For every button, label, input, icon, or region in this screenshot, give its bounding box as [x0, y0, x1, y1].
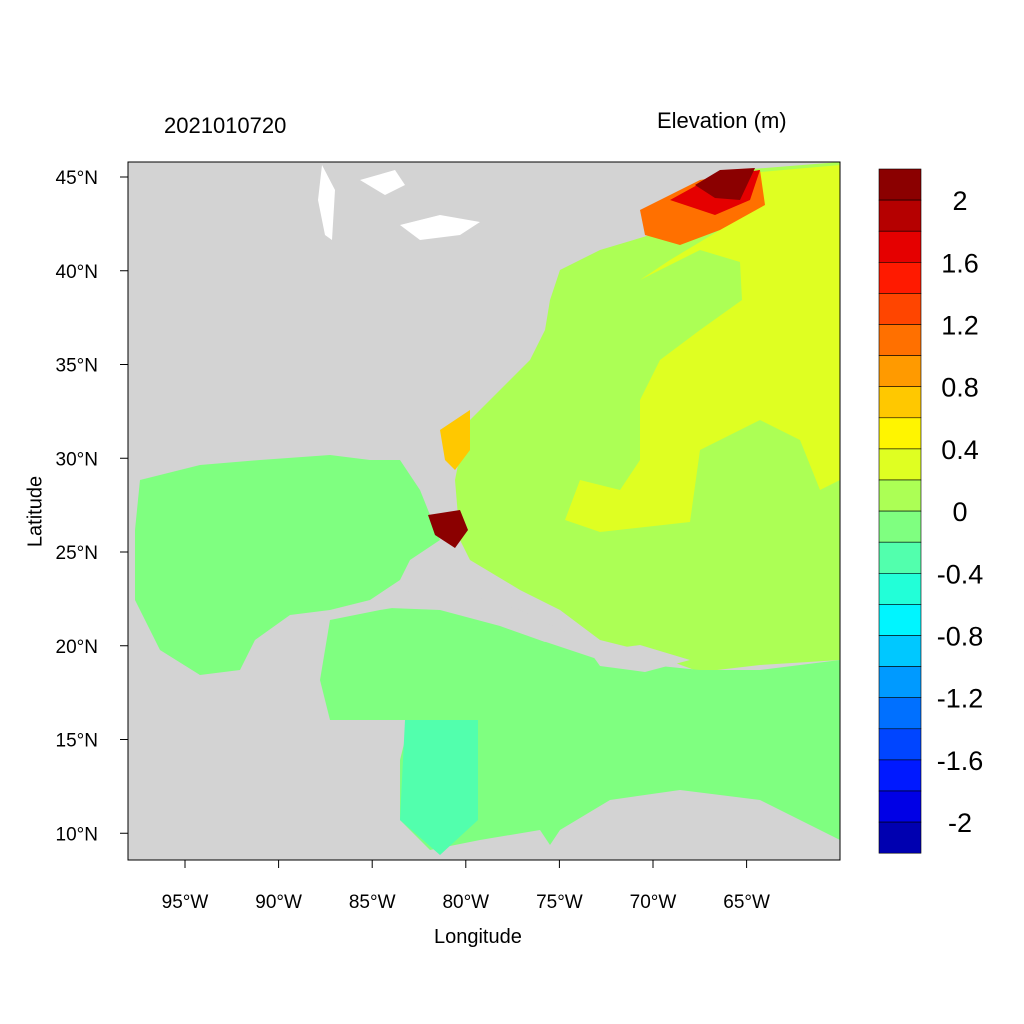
colorbar: 2 1.6 1.2 0.8 0.4 0 -0.4 -0.8 -1.2 -1.6 -2: [878, 168, 984, 854]
colorbar-swatch: [878, 572, 922, 605]
variable-title: Elevation (m): [657, 108, 787, 133]
colorbar-swatch: [878, 386, 922, 419]
colorbar-label: 0.4: [941, 435, 979, 465]
gulf-of-mexico-field: [135, 455, 440, 675]
colorbar-label: -2: [948, 808, 972, 838]
colorbar-label: 1.2: [941, 311, 979, 341]
colorbar-label: 2: [952, 186, 967, 216]
y-tick-label: 20°N: [56, 637, 98, 658]
atlantic-high-field: [565, 165, 840, 532]
y-tick-label: 35°N: [56, 356, 98, 377]
florida-south-red: [428, 510, 468, 548]
colorbar-label: 1.6: [941, 248, 979, 278]
y-tick-label: 45°N: [56, 168, 98, 189]
colorbar-label: 0: [952, 497, 967, 527]
x-tick-label: 75°W: [536, 892, 583, 913]
y-axis-label: Latitude: [24, 475, 47, 548]
x-tick-label: 95°W: [162, 892, 209, 913]
south-america: [540, 790, 840, 860]
y-tick-label: 25°N: [56, 543, 98, 564]
axes: 95°W 90°W 85°W 80°W 75°W 70°W 65°W 45°N 40°N 35°N…: [56, 168, 770, 913]
colorbar-swatch: [878, 697, 922, 730]
colorbar-swatch: [878, 448, 922, 481]
colorbar-swatch: [878, 199, 922, 232]
date-label: 2021010720: [164, 113, 287, 138]
x-tick-label: 90°W: [255, 892, 302, 913]
y-tick-label: 10°N: [56, 824, 98, 845]
y-tick-label: 40°N: [56, 262, 98, 283]
colorbar-swatch: [878, 759, 922, 792]
y-tick-label: 30°N: [56, 449, 98, 470]
colorbar-swatch: [878, 230, 922, 263]
gulf-of-maine-darkred: [695, 168, 755, 200]
colorbar-label: -0.8: [937, 622, 984, 652]
nicaragua-shelf-field: [400, 720, 478, 855]
colorbar-swatch: [878, 604, 922, 636]
hispaniola: [590, 645, 690, 672]
cuba: [380, 588, 565, 642]
colorbar-swatch: [878, 821, 922, 854]
colorbar-swatch: [878, 324, 922, 356]
x-tick-label: 80°W: [442, 892, 489, 913]
colorbar-swatch: [878, 293, 922, 325]
x-tick-label: 85°W: [349, 892, 396, 913]
colorbar-swatch: [878, 417, 922, 450]
colorbar-swatch: [878, 479, 922, 512]
colorbar-swatch: [878, 635, 922, 667]
colorbar-swatch: [878, 790, 922, 823]
colorbar-swatch: [878, 510, 922, 543]
colorbar-label: -0.4: [937, 559, 984, 589]
map-plot-area: [128, 162, 840, 860]
colorbar-swatch: [878, 168, 922, 201]
x-tick-label: 65°W: [723, 892, 770, 913]
carolina-coast-orange: [440, 410, 470, 470]
colorbar-label: -1.6: [937, 746, 984, 776]
colorbar-label: 0.8: [941, 373, 979, 403]
great-lakes: [318, 165, 480, 240]
plot-frame: [127, 161, 841, 861]
colorbar-swatch: [878, 666, 922, 698]
colorbar-label: -1.2: [937, 684, 984, 714]
y-tick-label: 15°N: [56, 731, 98, 752]
x-axis-label: Longitude: [434, 926, 522, 948]
x-tick-label: 70°W: [630, 892, 677, 913]
colorbar-swatch: [878, 355, 922, 388]
colorbar-swatch: [878, 261, 922, 294]
colorbar-swatch: [878, 541, 922, 574]
colorbar-swatch: [878, 728, 922, 761]
